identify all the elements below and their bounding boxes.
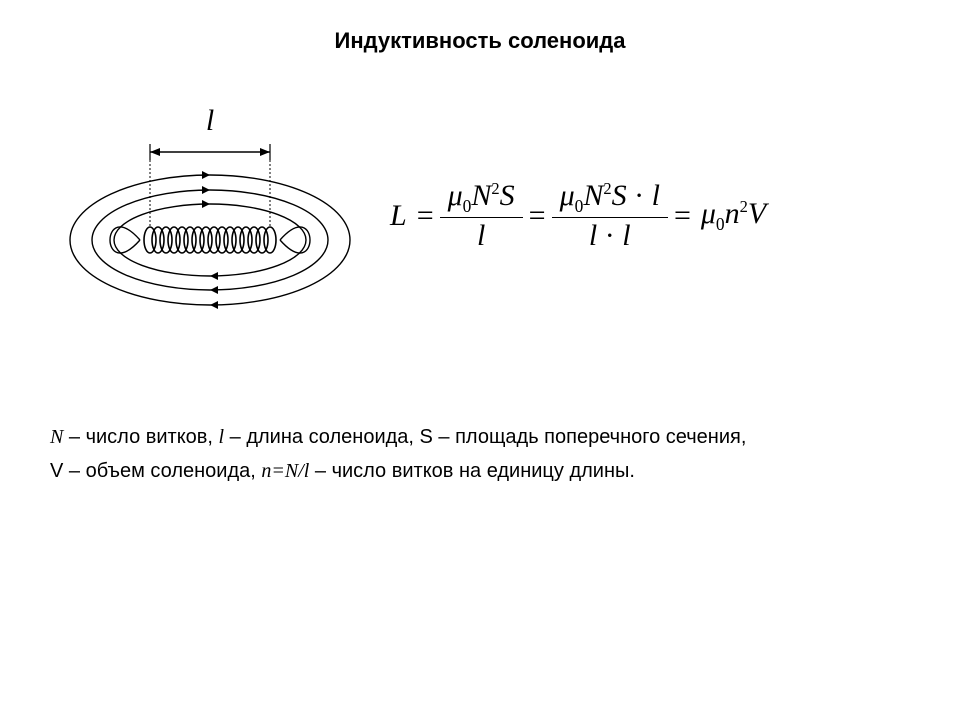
eq-frac-1: μ0N2S l (444, 180, 519, 252)
n-sup: 2 (740, 197, 748, 216)
dot-1: · (634, 179, 644, 212)
desc-n: n=N/l (261, 460, 309, 482)
S-symbol: S (500, 179, 515, 212)
frac1-den: l (440, 217, 523, 252)
length-label: l (60, 104, 360, 138)
mu-sub-3: 0 (716, 214, 725, 234)
l-den-2: l (622, 219, 630, 252)
inductance-equation: L = μ0N2S l = μ0N2S · l l · l (390, 180, 930, 252)
eq-equals-1: = (417, 199, 434, 233)
dimension-line (150, 144, 270, 160)
desc-line-2: V – объем соленоида, n=N/l – число витко… (50, 454, 910, 488)
solenoid-svg (60, 110, 360, 330)
l-num: l (652, 179, 660, 212)
mu-symbol-2: μ (560, 179, 575, 212)
coil (144, 160, 276, 253)
desc-V-text: V – объем соленоида, (50, 460, 261, 482)
N-symbol: N (471, 179, 491, 212)
N-sup: 2 (491, 179, 499, 198)
eq-equals-2: = (529, 199, 546, 233)
eq-frac-2: μ0N2S · l l · l (556, 180, 664, 252)
desc-l-text: – длина соленоида, S – площадь поперечно… (224, 426, 746, 448)
desc-N-text: – число витков, (63, 426, 218, 448)
eq-lhs: L (390, 199, 407, 233)
variable-descriptions: N – число витков, l – длина соленоида, S… (50, 420, 910, 488)
N-sup-2: 2 (603, 179, 611, 198)
N-symbol-2: N (583, 179, 603, 212)
l-den-1: l (589, 219, 597, 252)
dot-2: · (605, 219, 615, 252)
desc-N: N (50, 426, 63, 448)
page: Индуктивность соленоида (0, 0, 960, 720)
mu-symbol-3: μ (701, 197, 716, 230)
solenoid-diagram: l (60, 110, 360, 330)
desc-n-text: – число витков на единицу длины. (309, 460, 635, 482)
V-symbol: V (748, 197, 766, 230)
eq-rhs: μ0n2V (701, 197, 766, 235)
page-title: Индуктивность соленоида (0, 28, 960, 54)
desc-line-1: N – число витков, l – длина соленоида, S… (50, 420, 910, 454)
n-symbol: n (725, 197, 740, 230)
eq-equals-3: = (674, 199, 691, 233)
mu-symbol: μ (448, 179, 463, 212)
S-symbol-2: S (612, 179, 627, 212)
